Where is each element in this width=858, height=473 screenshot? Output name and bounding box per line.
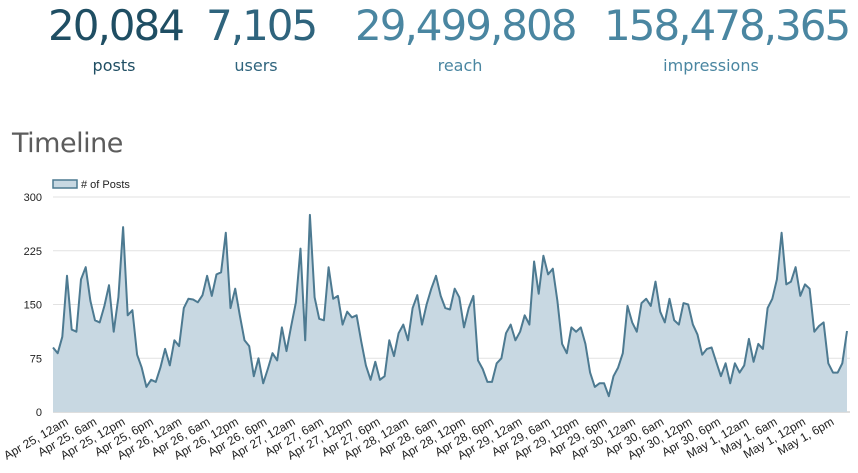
y-tick-label: 75 xyxy=(30,353,42,365)
stat-impressions: 158,478,365 impressions xyxy=(604,0,851,76)
legend-label: # of Posts xyxy=(81,179,130,191)
y-tick-label: 0 xyxy=(36,407,42,419)
stat-reach: 29,499,808 reach xyxy=(355,0,577,76)
posts-area xyxy=(53,214,847,412)
stat-reach-label: reach xyxy=(437,56,483,75)
timeline-title: Timeline xyxy=(12,128,123,159)
stat-posts-value: 20,084 xyxy=(48,1,185,50)
stat-reach-value: 29,499,808 xyxy=(355,1,577,50)
legend-swatch xyxy=(52,179,78,189)
stat-impressions-value: 158,478,365 xyxy=(604,1,851,50)
stat-posts-label: posts xyxy=(92,56,136,75)
stat-users-label: users xyxy=(234,56,278,75)
y-tick-label: 225 xyxy=(24,246,42,258)
stat-posts: 20,084 posts xyxy=(48,0,185,76)
stats-bar: 20,084 posts 7,105 users 29,499,808 reac… xyxy=(0,0,858,90)
posts-line xyxy=(52,213,848,398)
y-tick-label: 150 xyxy=(24,300,42,312)
stat-users: 7,105 users xyxy=(206,0,318,76)
stat-users-value: 7,105 xyxy=(206,1,318,50)
y-tick-label: 300 xyxy=(24,192,42,204)
stat-impressions-label: impressions xyxy=(663,56,759,75)
